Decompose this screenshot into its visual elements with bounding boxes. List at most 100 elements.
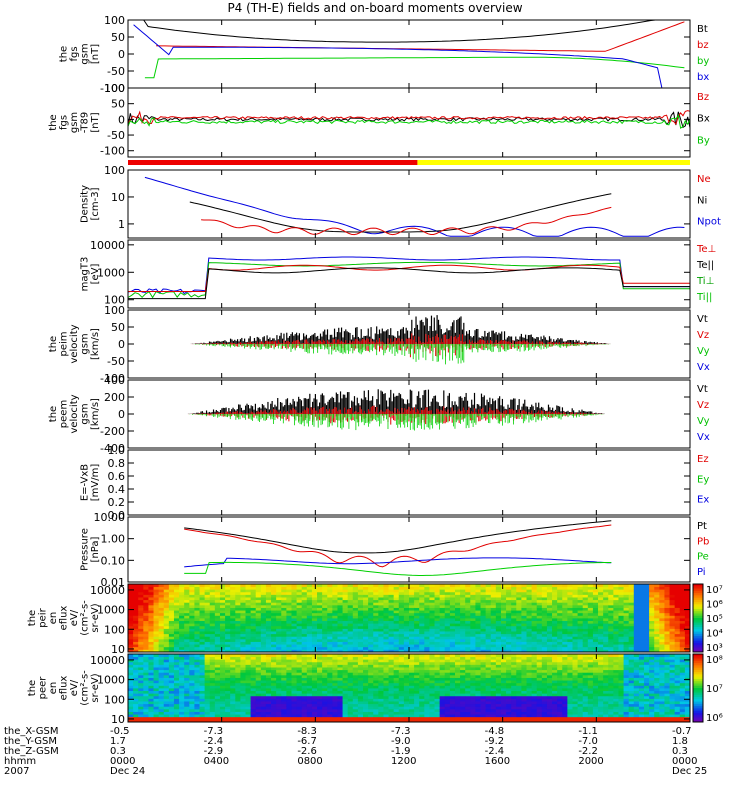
trace-By	[127, 114, 691, 129]
y-tick-label: -50	[107, 355, 125, 368]
trace-Npot	[144, 176, 685, 237]
footer-cell: 0.3	[110, 746, 126, 757]
y-tick-label: 0.8	[108, 457, 126, 470]
legend-peem: Vt Vz Vy Vx	[697, 384, 710, 443]
y-tick-label: 50	[111, 31, 125, 44]
y-label-line: gsm	[69, 112, 80, 133]
legend-pressure-Pt: Pt	[697, 521, 707, 532]
y-label-line: the	[48, 114, 59, 130]
panel-peir: 10⁷ 10⁶ 10⁵ 10⁴ 10³ 10000 1000 100 10 the peir en ef…	[27, 583, 723, 656]
y-label-line: [nPa]	[90, 536, 101, 562]
colorbar-label: 10³	[706, 643, 723, 654]
footer-row-label: the_Z-GSM	[4, 746, 59, 757]
y-tick-label: 1.00	[101, 533, 126, 546]
footer-cell: -2.2	[578, 746, 598, 757]
legend-fgs-by: by	[697, 56, 709, 67]
y-tick-label: 200	[104, 391, 125, 404]
legend-fgs: Bt bz by bx	[697, 24, 709, 83]
footer-cell: 1600	[485, 756, 510, 767]
trace-Bt	[139, 19, 674, 43]
y-label-efield: E=-VxB [mV/m]	[80, 464, 102, 502]
y-tick-label: 0	[118, 113, 125, 126]
y-tick-label: 100	[104, 82, 125, 95]
y-label-line: [km/s]	[90, 328, 101, 360]
footer-cell: -2.6	[297, 746, 317, 757]
legend-efield-Ey: Ey	[697, 474, 709, 485]
footer-cell: -1.9	[391, 746, 411, 757]
legend-temp-Te⊥: Te⊥	[696, 244, 716, 255]
legend-efield: Ez Ey Ex	[697, 454, 709, 506]
y-axis-fgs_dt: 100 50 0 -50 -100	[100, 82, 690, 158]
footer-cell: -7.3	[204, 726, 224, 737]
y-label-line: gsm	[80, 43, 91, 64]
y-tick-label: -100	[100, 145, 125, 158]
legend-density-Ne: Ne	[697, 174, 711, 185]
panel-peem: 400 200 0 -200 -400 the peem velocity gsm [km/s] V…	[48, 374, 710, 455]
y-tick-label: 0.0	[108, 509, 126, 522]
trace-Pe	[184, 561, 612, 576]
legend-peim-Vz: Vz	[697, 330, 709, 341]
x-ticks-peem	[127, 380, 691, 448]
heatmap-cells-peer	[128, 654, 691, 723]
legend-efield-Ez: Ez	[697, 454, 709, 465]
trace-Pb	[184, 524, 612, 568]
colorbar-label: 10⁸	[706, 655, 723, 666]
y-tick-label: 0	[118, 48, 125, 61]
footer-cell: Dec 25	[672, 766, 707, 777]
y-axis-peim: 100 50 0 -50 -100	[100, 304, 690, 385]
footer-cell: -2.4	[204, 736, 224, 747]
y-tick-label: 1	[118, 218, 125, 231]
y-tick-label: 50	[111, 98, 125, 111]
footer-cell: 0800	[297, 756, 322, 767]
trace-Te-par	[128, 267, 690, 300]
y-label-line: the	[48, 406, 59, 422]
y-label-line: velocity	[69, 324, 80, 363]
legend-fgs_dt-Bx: Bx	[697, 114, 710, 125]
traces-pressure	[184, 520, 612, 576]
noise-peim	[190, 315, 611, 365]
noise-peem	[187, 389, 605, 431]
y-tick-label: 1000	[97, 674, 125, 687]
y-label-density: Density [cm-3]	[80, 185, 102, 223]
legend-peem-Vy: Vy	[697, 416, 710, 427]
legend-peim-Vy: Vy	[697, 346, 710, 357]
y-tick-label: 50	[111, 321, 125, 334]
y-label-line: the	[27, 610, 38, 626]
footer-cell: -0.7	[672, 726, 692, 737]
legend-peim-Vt: Vt	[697, 314, 708, 325]
trace-Bz	[127, 110, 691, 125]
y-tick-label: 0.6	[108, 470, 126, 483]
y-axis-peir: 10000 1000 100 10	[90, 584, 690, 656]
legend-temp-Te||: Te||	[696, 260, 714, 271]
footer-row-label: the_Y-GSM	[4, 736, 57, 747]
y-label-line: eV/	[69, 679, 80, 696]
y-tick-label: -100	[100, 372, 125, 385]
y-label-line: [eV]	[90, 264, 101, 285]
trace-Pi	[184, 557, 612, 568]
y-label-line: [mV/m]	[90, 464, 101, 502]
orbit-bar-yellow	[417, 160, 690, 165]
x-ticks-peer	[127, 654, 691, 722]
y-label-pressure: Pressure [nPa]	[80, 528, 102, 571]
footer-cell: -9.2	[485, 736, 505, 747]
y-tick-label: 0.2	[108, 496, 126, 509]
y-label-line: peir	[38, 607, 49, 627]
colorbar-label: 10⁶	[706, 600, 723, 611]
y-axis-fgs: 100 50 0 -50 -100	[100, 14, 690, 95]
legend-peem-Vz: Vz	[697, 400, 709, 411]
y-label-line: velocity	[69, 394, 80, 433]
legend-density: Ne Ni Npot	[697, 174, 721, 228]
legend-peem-Vx: Vx	[697, 432, 710, 443]
y-label-line: the	[27, 680, 38, 696]
y-label-line: en	[48, 612, 59, 625]
y-label-temp: magT3 [eV]	[80, 257, 102, 292]
y-tick-label: 0	[118, 338, 125, 351]
panel-frame	[127, 19, 691, 89]
legend-fgs_dt-By: By	[697, 135, 710, 146]
y-label-line: en	[48, 682, 59, 695]
y-label-line: fgs	[69, 46, 80, 61]
y-axis-peer: 10000 1000 100 10	[90, 654, 690, 726]
legend-density-Npot: Npot	[697, 217, 721, 228]
